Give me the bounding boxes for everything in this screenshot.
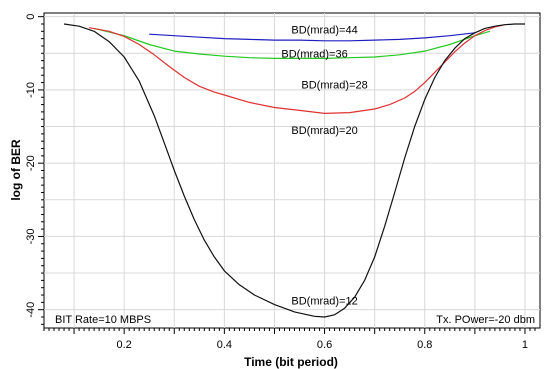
plot-area: [43, 12, 541, 329]
y-tick-label: -10: [25, 82, 37, 98]
x-tick-label: 1: [522, 339, 528, 351]
y-tick-label: -30: [25, 228, 37, 244]
x-tick-label: 0.8: [417, 339, 432, 351]
series-line: [93, 27, 491, 60]
y-tick-label: -20: [25, 155, 37, 171]
series-annotation: BD(mrad)=36: [281, 49, 347, 61]
series-annotation: BD(mrad)=12: [291, 296, 357, 308]
series-line: [149, 32, 475, 42]
y-axis-title: log of BER: [9, 139, 23, 201]
grid: [44, 13, 540, 328]
axes: 0.2 0.4 0.6 0.8 1 0 -10 -20 -30 -40: [25, 12, 540, 351]
y-tick-label: 0: [25, 14, 37, 20]
x-tick-label: 0.6: [317, 339, 332, 351]
x-axis-title: Time (bit period): [244, 355, 338, 369]
x-tick-label: 0.4: [217, 339, 232, 351]
series-annotation: BD(mrad)=28: [301, 79, 367, 91]
series-group: [63, 23, 525, 318]
annotations: BD(mrad)=44 BD(mrad)=36 BD(mrad)=28 BD(mrad…: [281, 25, 367, 308]
tx-power-note: Tx. POwer=-20 dbm: [436, 314, 535, 326]
y-tick-label: -40: [25, 302, 37, 318]
series-annotation: BD(mrad)=44: [291, 25, 357, 37]
series-annotation: BD(mrad)=20: [291, 125, 357, 137]
x-tick-label: 0.2: [117, 339, 132, 351]
series-line: [63, 23, 525, 318]
bit-rate-note: BIT Rate=10 MBPS: [55, 314, 151, 326]
series-line: [88, 24, 506, 115]
